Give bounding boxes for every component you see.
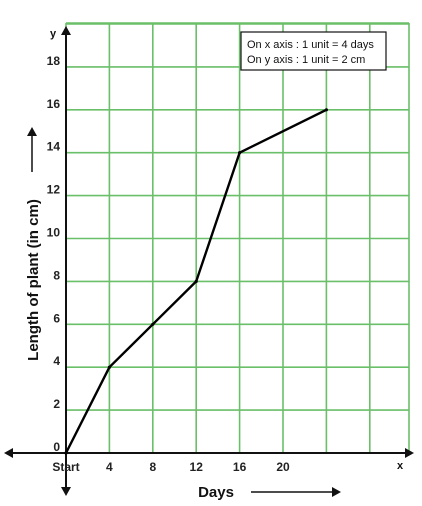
y-axis-arrow-up <box>61 26 71 35</box>
y-tick-label: 6 <box>53 311 60 325</box>
y-axis-title-arrow <box>27 127 37 172</box>
data-point <box>194 279 198 283</box>
y-tick-label: 4 <box>53 354 60 368</box>
data-point <box>324 108 328 112</box>
x-axis-title: Days <box>198 484 234 501</box>
x-axis-arrow-left <box>4 448 13 458</box>
y-axis-arrow-down <box>61 487 71 496</box>
scale-note-line-1: On x axis : 1 unit = 4 days <box>247 39 374 51</box>
y-tick-label: 0 <box>53 440 60 454</box>
y-tick-label: 18 <box>47 54 61 68</box>
tick-labels: 0 2 4 6 8 10 12 14 16 18 Start 4 8 12 16 20 <box>47 54 290 474</box>
axes <box>4 26 414 496</box>
x-axis-letter: x <box>397 460 404 472</box>
grid <box>65 22 410 454</box>
scale-note-box: On x axis : 1 unit = 4 days On y axis : … <box>240 31 387 71</box>
data-point <box>238 151 242 155</box>
data-point <box>151 322 155 326</box>
x-tick-label: 16 <box>233 460 247 474</box>
y-tick-label: 16 <box>47 97 61 111</box>
scale-note-frame <box>240 31 387 71</box>
series-line <box>64 108 327 454</box>
y-axis-letter: y <box>50 28 57 40</box>
y-axis-title: Length of plant (in cm) <box>25 199 42 361</box>
y-tick-label: 14 <box>47 140 61 154</box>
y-tick-label: 12 <box>47 183 61 197</box>
y-tick-label: 8 <box>53 268 60 282</box>
y-tick-label: 2 <box>53 397 60 411</box>
x-tick-label: 8 <box>149 460 156 474</box>
x-tick-label: 12 <box>190 460 204 474</box>
x-tick-label: Start <box>52 460 79 474</box>
data-point <box>64 451 68 455</box>
series <box>64 108 328 455</box>
y-tick-label: 10 <box>47 226 61 240</box>
x-tick-label: 4 <box>106 460 113 474</box>
scale-note-line-2: On y axis : 1 unit = 2 cm <box>247 54 365 66</box>
data-point <box>107 365 111 369</box>
x-axis-title-arrow <box>251 487 341 497</box>
x-axis-arrow-right <box>405 448 414 458</box>
x-tick-label: 20 <box>276 460 290 474</box>
